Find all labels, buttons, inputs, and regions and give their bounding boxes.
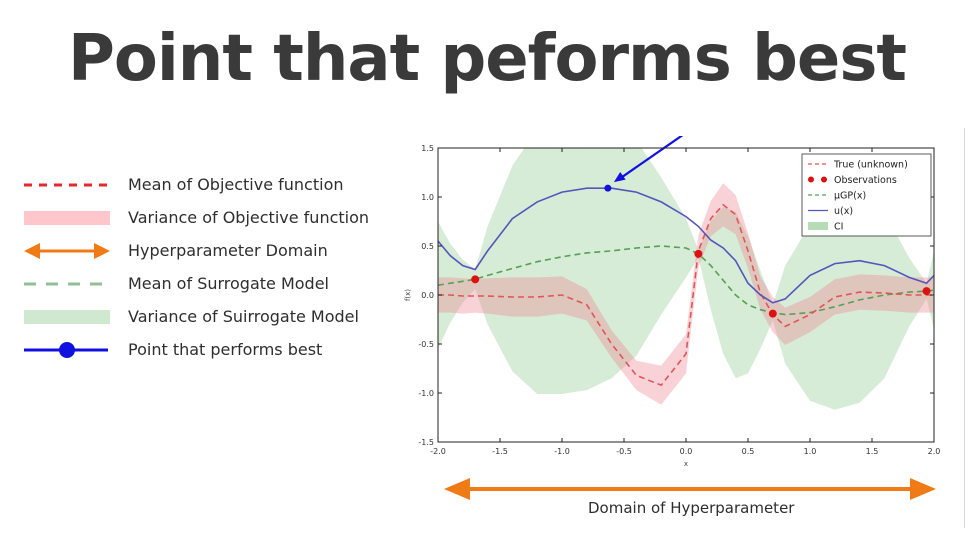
x-tick-label: 0.0 xyxy=(680,447,693,456)
x-tick-label: -2.0 xyxy=(430,447,446,456)
x-axis-label: x xyxy=(684,460,688,468)
chart-frame-line xyxy=(964,128,965,528)
plot-legend: True (unknown) Observations μGP(x) u(x) CI xyxy=(801,153,932,237)
series-line-mu-gp xyxy=(438,245,934,316)
plot-legend-label: u(x) xyxy=(834,206,853,217)
plot-legend-label: μGP(x) xyxy=(834,191,866,202)
observation-point xyxy=(471,275,480,284)
plot-legend-label: True (unknown) xyxy=(833,160,908,171)
series-line-ux xyxy=(438,187,934,304)
y-axis-label: f(x) xyxy=(404,289,412,301)
observation-point xyxy=(922,287,931,296)
legend-key-label: Variance of Objective function xyxy=(128,208,370,227)
x-tick-label: 1.0 xyxy=(804,447,817,456)
y-tick-label: 0.5 xyxy=(421,242,434,251)
true-variance-band xyxy=(438,183,934,405)
x-tick-label: -0.5 xyxy=(616,447,632,456)
legend-key-item: Mean of Surrogate Model xyxy=(22,269,402,299)
best-point-arrowhead xyxy=(613,172,626,183)
legend-key-item: Variance of Suirrogate Model xyxy=(22,302,402,332)
plot-legend-item: μGP(x) xyxy=(808,191,866,202)
x-tick-label: 2.0 xyxy=(928,447,941,456)
legend-key-label: Mean of Surrogate Model xyxy=(128,274,329,293)
plot-legend-item: True (unknown) xyxy=(808,160,908,171)
legend-key-label: Variance of Suirrogate Model xyxy=(128,307,359,326)
x-tick-label: 1.5 xyxy=(866,447,879,456)
legend-key-item: Point that performs best xyxy=(22,335,402,365)
plot-legend-item: Observations xyxy=(808,175,897,186)
domain-arrow xyxy=(444,478,936,500)
green-dashed-line-icon xyxy=(24,282,110,286)
plot-legend-label: Observations xyxy=(834,175,897,186)
legend-key-item: Mean of Objective function xyxy=(22,170,402,200)
blue-dot-line-icon xyxy=(24,342,108,358)
y-tick-label: 1.0 xyxy=(421,193,434,202)
series-line-true xyxy=(438,203,934,387)
observation-point xyxy=(694,249,703,258)
x-tick-label: 0.5 xyxy=(742,447,755,456)
y-tick-label: 1.5 xyxy=(421,144,434,153)
chart: -2.0 -1.5 -1.0 -0.5 0.0 0.5 1.0 1.5 2.01.51.00.5… xyxy=(404,136,941,468)
legend-key-item: Variance of Objective function xyxy=(22,203,402,233)
legend-key-label: Point that performs best xyxy=(128,340,323,359)
red-dashed-line-icon xyxy=(24,183,110,187)
observation-point xyxy=(768,309,777,318)
orange-double-arrow-icon xyxy=(24,243,110,259)
y-tick-label: -1.5 xyxy=(418,438,434,447)
best-point xyxy=(604,184,612,192)
plot-legend-item: CI xyxy=(808,222,843,233)
page-title: Point that peforms best xyxy=(67,22,907,96)
y-tick-label: -1.0 xyxy=(418,389,434,398)
plot-legend-item: u(x) xyxy=(808,206,853,217)
green-band-icon xyxy=(24,310,110,324)
plot-legend-label: CI xyxy=(834,222,843,233)
legend-key-label: Mean of Objective function xyxy=(128,175,344,194)
x-tick-label: -1.0 xyxy=(554,447,570,456)
best-point-arrow xyxy=(621,136,684,179)
y-tick-label: 0.0 xyxy=(421,291,434,300)
domain-label: Domain of Hyperparameter xyxy=(588,499,795,517)
ci-band xyxy=(438,148,934,410)
pink-band-icon xyxy=(24,211,110,225)
x-tick-label: -1.5 xyxy=(492,447,508,456)
legend-key-label: Hyperparameter Domain xyxy=(128,241,328,260)
legend-key-item: Hyperparameter Domain xyxy=(22,236,402,266)
y-tick-label: -0.5 xyxy=(418,340,434,349)
